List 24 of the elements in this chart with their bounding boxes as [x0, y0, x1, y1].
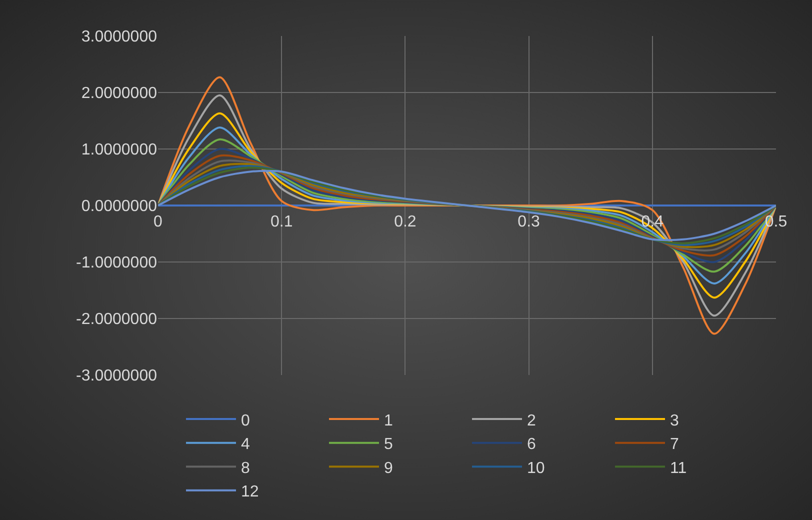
legend-label: 0: [241, 412, 250, 430]
legend-label: 9: [384, 460, 393, 477]
legend-label: 3: [670, 412, 679, 430]
legend-label: 11: [670, 460, 687, 477]
y-tick-label: -3.0000000: [76, 368, 158, 385]
legend-label: 12: [241, 484, 259, 501]
y-tick-label: 3.0000000: [81, 28, 158, 46]
legend-label: 2: [527, 412, 536, 430]
y-tick-label: 1.0000000: [81, 142, 158, 159]
legend-label: 1: [384, 412, 393, 430]
legend-label: 4: [241, 436, 250, 454]
x-tick-label: 0.2: [394, 214, 416, 230]
x-tick-label: 0.3: [518, 214, 540, 230]
x-tick-label: 0: [154, 214, 163, 230]
y-tick-label: -1.0000000: [76, 254, 158, 272]
y-tick-label: -2.0000000: [76, 311, 158, 328]
legend-label: 5: [384, 436, 393, 454]
y-tick-label: 0.0000000: [81, 198, 158, 216]
legend-label: 8: [241, 460, 250, 477]
legend-label: 7: [670, 436, 679, 454]
y-tick-label: 2.0000000: [81, 85, 158, 102]
x-tick-label: 0.1: [270, 214, 293, 230]
legend-label: 10: [527, 460, 545, 477]
legend-label: 6: [527, 436, 536, 454]
